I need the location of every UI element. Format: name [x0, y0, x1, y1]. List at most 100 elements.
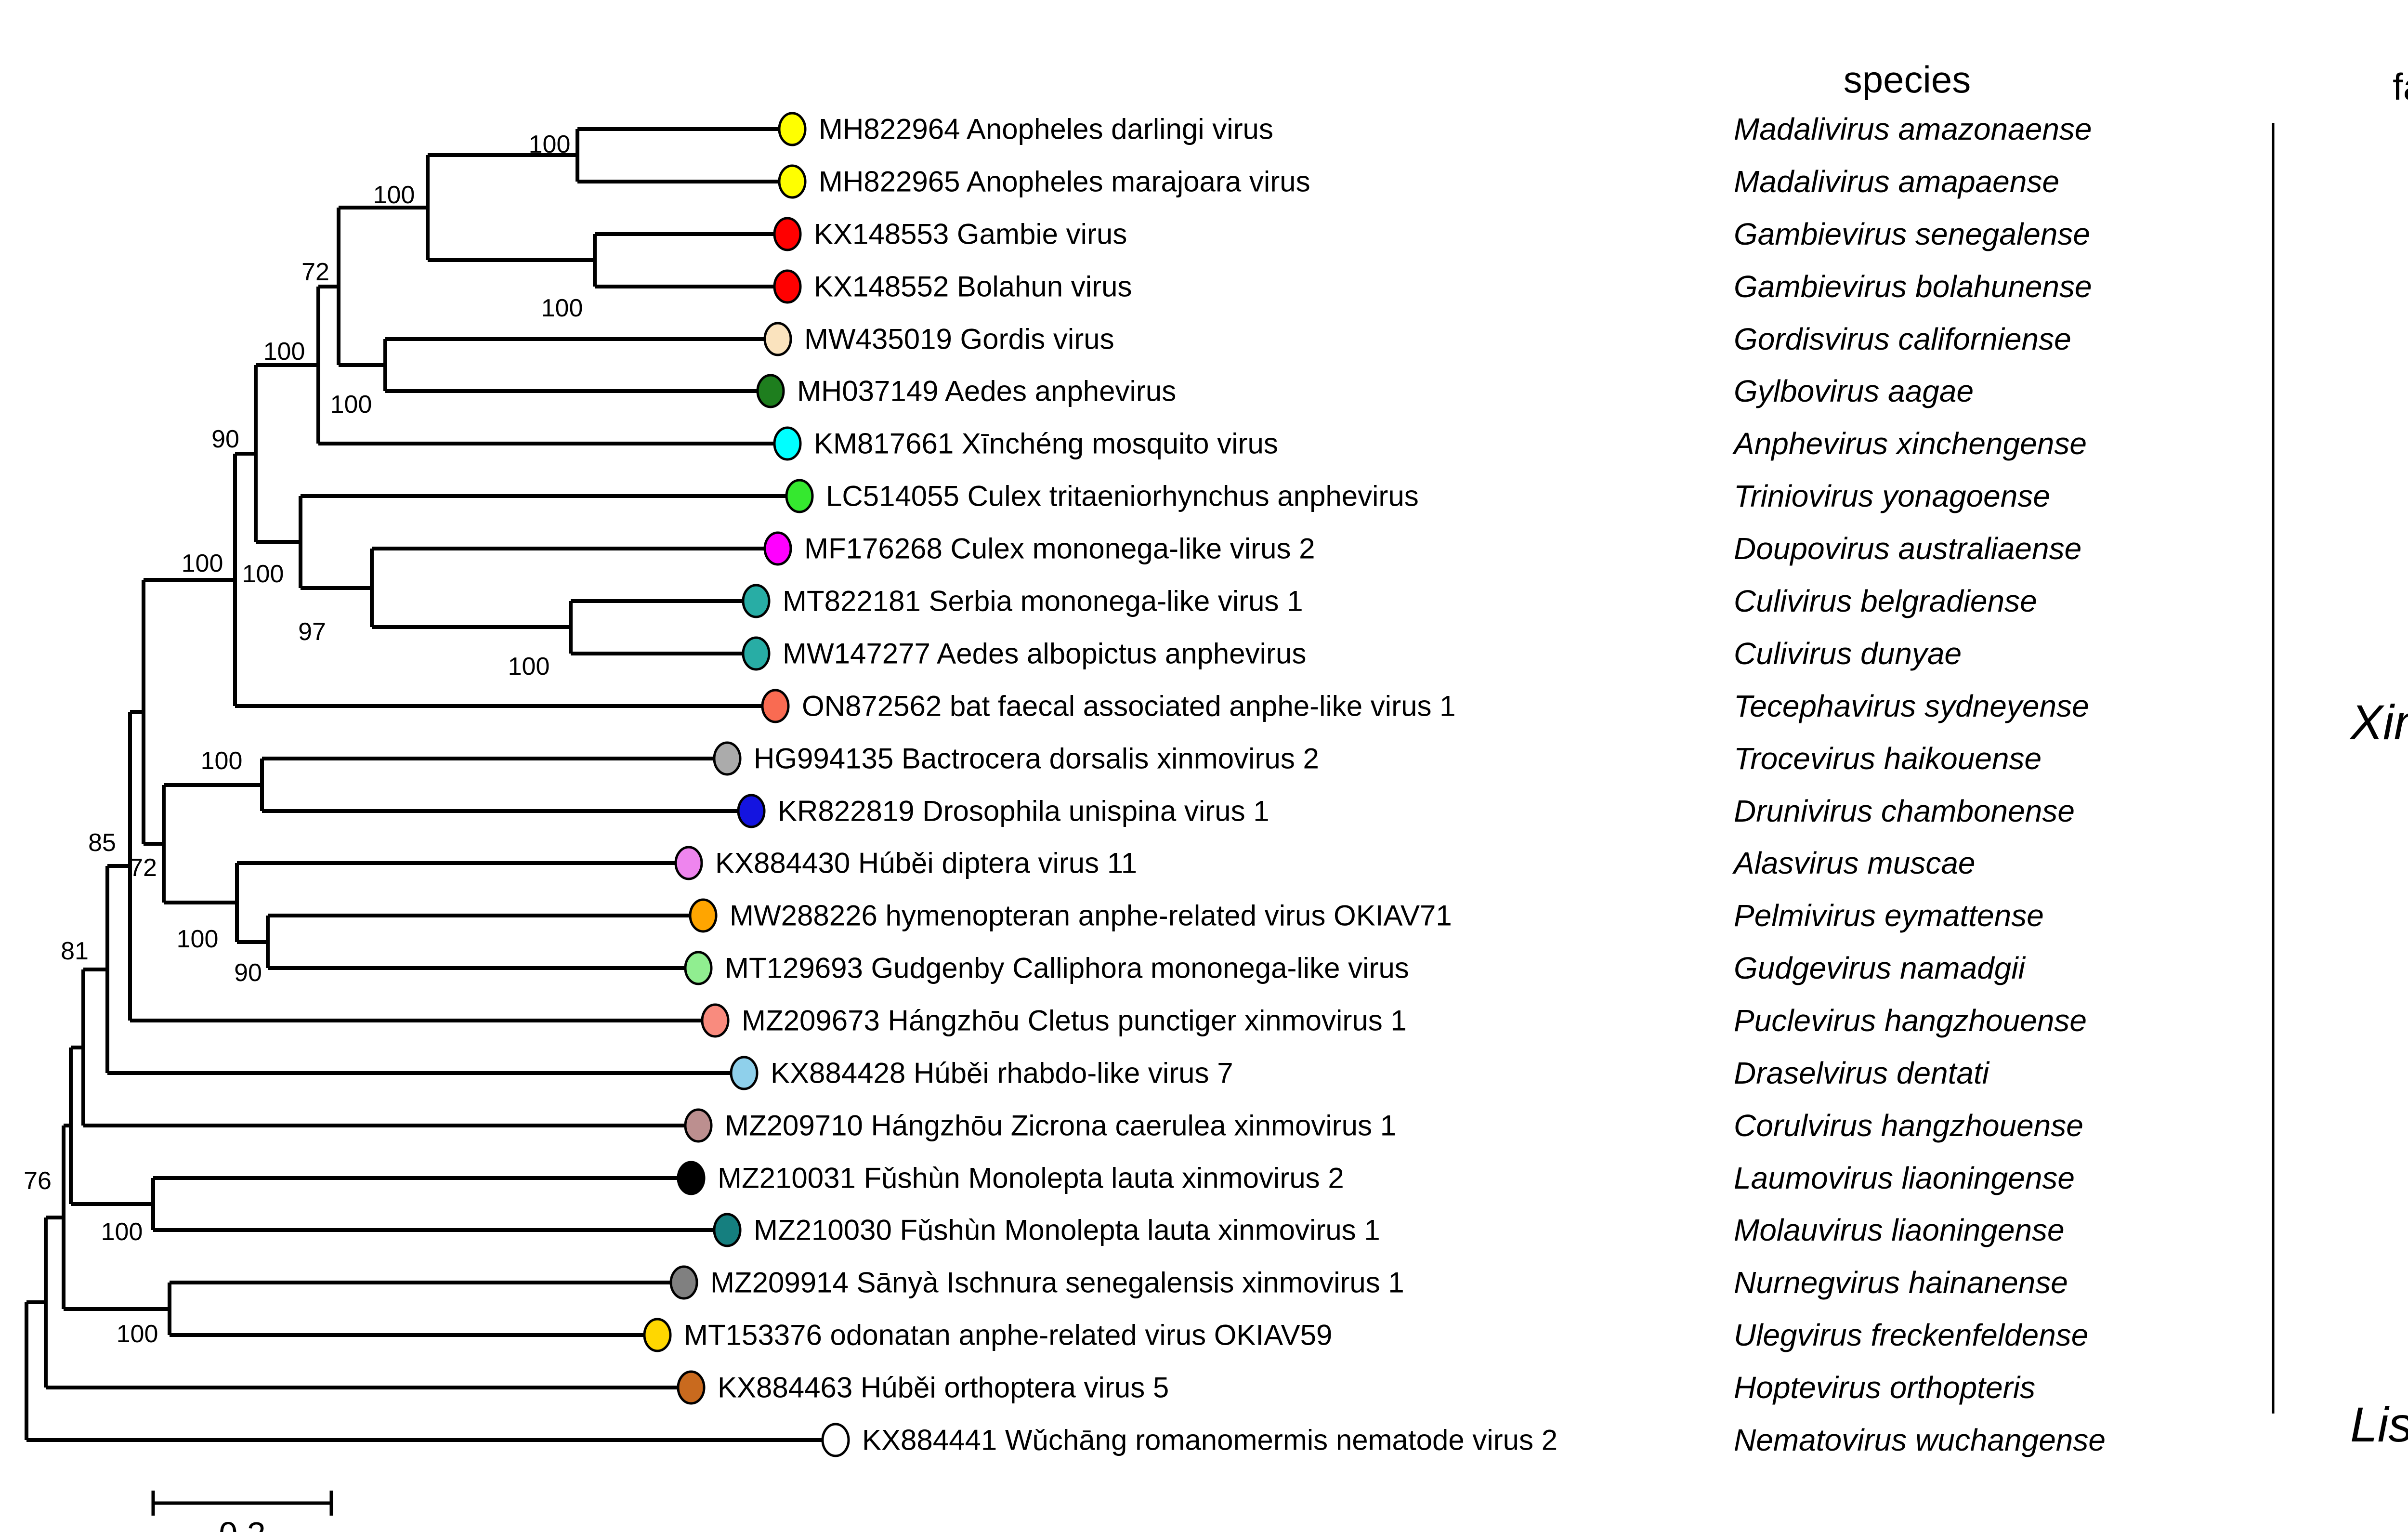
tip-label: MW288226 hymenopteran anphe-related viru… — [730, 900, 1452, 932]
species-name: Doupovirus australiaense — [1734, 531, 2081, 566]
bootstrap-value: 100 — [182, 550, 223, 577]
tree-branches — [25, 127, 823, 1442]
species-name: Nurnegvirus hainanense — [1734, 1265, 2068, 1300]
tip-label: MZ210030 Fǔshùn Monolepta lauta xinmovir… — [754, 1214, 1380, 1246]
tip-circle — [742, 584, 771, 618]
species-name: Gylbovirus aagae — [1734, 374, 1974, 408]
bootstrap-value: 100 — [177, 925, 219, 953]
tip-circle — [778, 112, 807, 146]
species-name: Madalivirus amapaense — [1734, 164, 2059, 199]
tip-circle — [669, 1265, 698, 1300]
tip-label: MF176268 Culex mononega-like virus 2 — [804, 533, 1315, 565]
species-name: Anphevirus xinchengense — [1732, 426, 2087, 461]
bootstrap-value: 81 — [61, 937, 89, 965]
bootstrap-value: 100 — [242, 560, 284, 588]
scale-bar-label: 0.2 — [219, 1515, 265, 1532]
species-column-header: species — [1844, 58, 1971, 101]
tip-circle — [756, 374, 785, 408]
tip-label: KM817661 Xīnchéng mosquito virus — [814, 428, 1278, 460]
tip-circle — [737, 794, 766, 828]
tip-circle — [713, 741, 742, 776]
bootstrap-value: 100 — [529, 131, 571, 158]
family-column: Xinmoviridae Lispiviridae — [2272, 123, 2408, 1452]
tip-label: MZ209710 Hángzhōu Zicrona caerulea xinmo… — [725, 1110, 1396, 1142]
bootstrap-value: 76 — [24, 1167, 52, 1195]
species-name: Triniovirus yonagoense — [1734, 479, 2050, 513]
bootstrap-value: 72 — [301, 258, 329, 286]
tip-label: MW147277 Aedes albopictus anphevirus — [783, 638, 1306, 670]
tip-label: ON872562 bat faecal associated anphe-lik… — [802, 690, 1456, 722]
tip-label: LC514055 Culex tritaeniorhynchus anphevi… — [826, 480, 1419, 512]
species-name: Gudgevirus namadgii — [1734, 951, 2026, 985]
species-name: Madalivirus amazonaense — [1734, 112, 2092, 146]
species-name: Alasvirus muscae — [1732, 846, 1976, 880]
bootstrap-value: 100 — [263, 338, 305, 366]
species-name: Tecephavirus sydneyense — [1734, 689, 2089, 723]
species-name: Puclevirus hangzhouense — [1734, 1003, 2087, 1038]
tip-label: MH037149 Aedes anphevirus — [797, 375, 1176, 407]
tip-label: MH822964 Anopheles darlingi virus — [819, 113, 1273, 145]
bootstrap-value: 90 — [211, 425, 239, 453]
tip-circle — [773, 426, 802, 461]
tip-label: MZ209914 Sānyà Ischnura senegalensis xin… — [710, 1267, 1404, 1299]
species-column: Madalivirus amazonaense Madalivirus amapa… — [1732, 112, 2106, 1457]
bootstrap-value: 100 — [508, 653, 550, 681]
tip-circle — [763, 531, 792, 566]
species-name: Corulvirus hangzhouense — [1734, 1108, 2083, 1143]
bootstrap-value: 90 — [234, 959, 262, 987]
species-name: Culivirus dunyae — [1734, 636, 1962, 671]
bootstrap-value: 85 — [88, 829, 116, 857]
tip-label: KX884430 Húběi diptera virus 11 — [715, 847, 1137, 879]
tip-label: KX148552 Bolahun virus — [814, 271, 1132, 303]
tip-label: MT129693 Gudgenby Calliphora mononega-li… — [725, 952, 1409, 984]
tip-label: KX148553 Gambie virus — [814, 218, 1127, 250]
tip-label: MZ210031 Fǔshùn Monolepta lauta xinmovir… — [718, 1162, 1344, 1194]
tip-label: MW435019 Gordis virus — [804, 323, 1114, 355]
tip-label: KR822819 Drosophila unispina virus 1 — [778, 795, 1269, 827]
species-name: Trocevirus haikouense — [1734, 741, 2042, 776]
bootstrap-value: 100 — [117, 1320, 158, 1348]
tip-circle — [763, 322, 792, 356]
bootstrap-value: 100 — [541, 294, 583, 322]
tip-circle — [689, 898, 718, 933]
species-name: Gordisvirus californiense — [1734, 322, 2071, 356]
tip-circle — [761, 689, 790, 723]
tip-label: MZ209673 Hángzhōu Cletus punctiger xinmo… — [742, 1005, 1407, 1037]
species-name: Molauvirus liaoningense — [1734, 1213, 2065, 1247]
tip-circle — [778, 164, 807, 199]
tip-markers-and-labels: MH822964 Anopheles darlingi virus MH82296… — [643, 112, 1557, 1457]
tip-label: KX884463 Húběi orthoptera virus 5 — [718, 1372, 1169, 1404]
family-column-header: family — [2393, 65, 2408, 108]
tip-label: MT822181 Serbia mononega-like virus 1 — [783, 585, 1303, 617]
tip-circle — [684, 1108, 713, 1143]
species-name: Pelmivirus eymattense — [1734, 898, 2044, 933]
scale-bar: 0.2 — [151, 1491, 333, 1532]
species-name: Gambievirus senegalense — [1734, 217, 2090, 251]
bootstrap-value: 100 — [373, 181, 415, 209]
tip-circle — [684, 951, 713, 985]
species-name: Ulegvirus freckenfeldense — [1734, 1318, 2088, 1352]
bootstrap-value: 100 — [101, 1218, 143, 1246]
species-name: Culivirus belgradiense — [1734, 584, 2037, 618]
species-name: Drunivirus chambonense — [1734, 794, 2075, 828]
species-name: Hoptevirus orthopteris — [1734, 1370, 2035, 1405]
bootstrap-value: 97 — [298, 618, 326, 646]
tip-label: MH822965 Anopheles marajoara virus — [819, 166, 1310, 198]
species-name: Laumovirus liaoningense — [1734, 1161, 2075, 1195]
species-name: Gambievirus bolahunense — [1734, 269, 2092, 304]
family-name: Lispiviridae — [2350, 1397, 2408, 1452]
species-name: Nematovirus wuchangense — [1734, 1423, 2106, 1457]
bootstrap-value: 100 — [201, 747, 243, 775]
tip-label: KX884441 Wǔchāng romanomermis nematode v… — [862, 1424, 1557, 1456]
tip-circle — [643, 1318, 672, 1352]
tip-label: MT153376 odonatan anphe-related virus OK… — [684, 1319, 1332, 1351]
tip-circle — [742, 636, 771, 671]
tip-circle — [730, 1056, 759, 1090]
species-name: Draselvirus dentati — [1734, 1056, 1990, 1090]
tip-circle — [677, 1370, 706, 1405]
tip-circle — [677, 1161, 706, 1195]
tip-circle — [773, 269, 802, 304]
tip-circle — [701, 1003, 730, 1038]
